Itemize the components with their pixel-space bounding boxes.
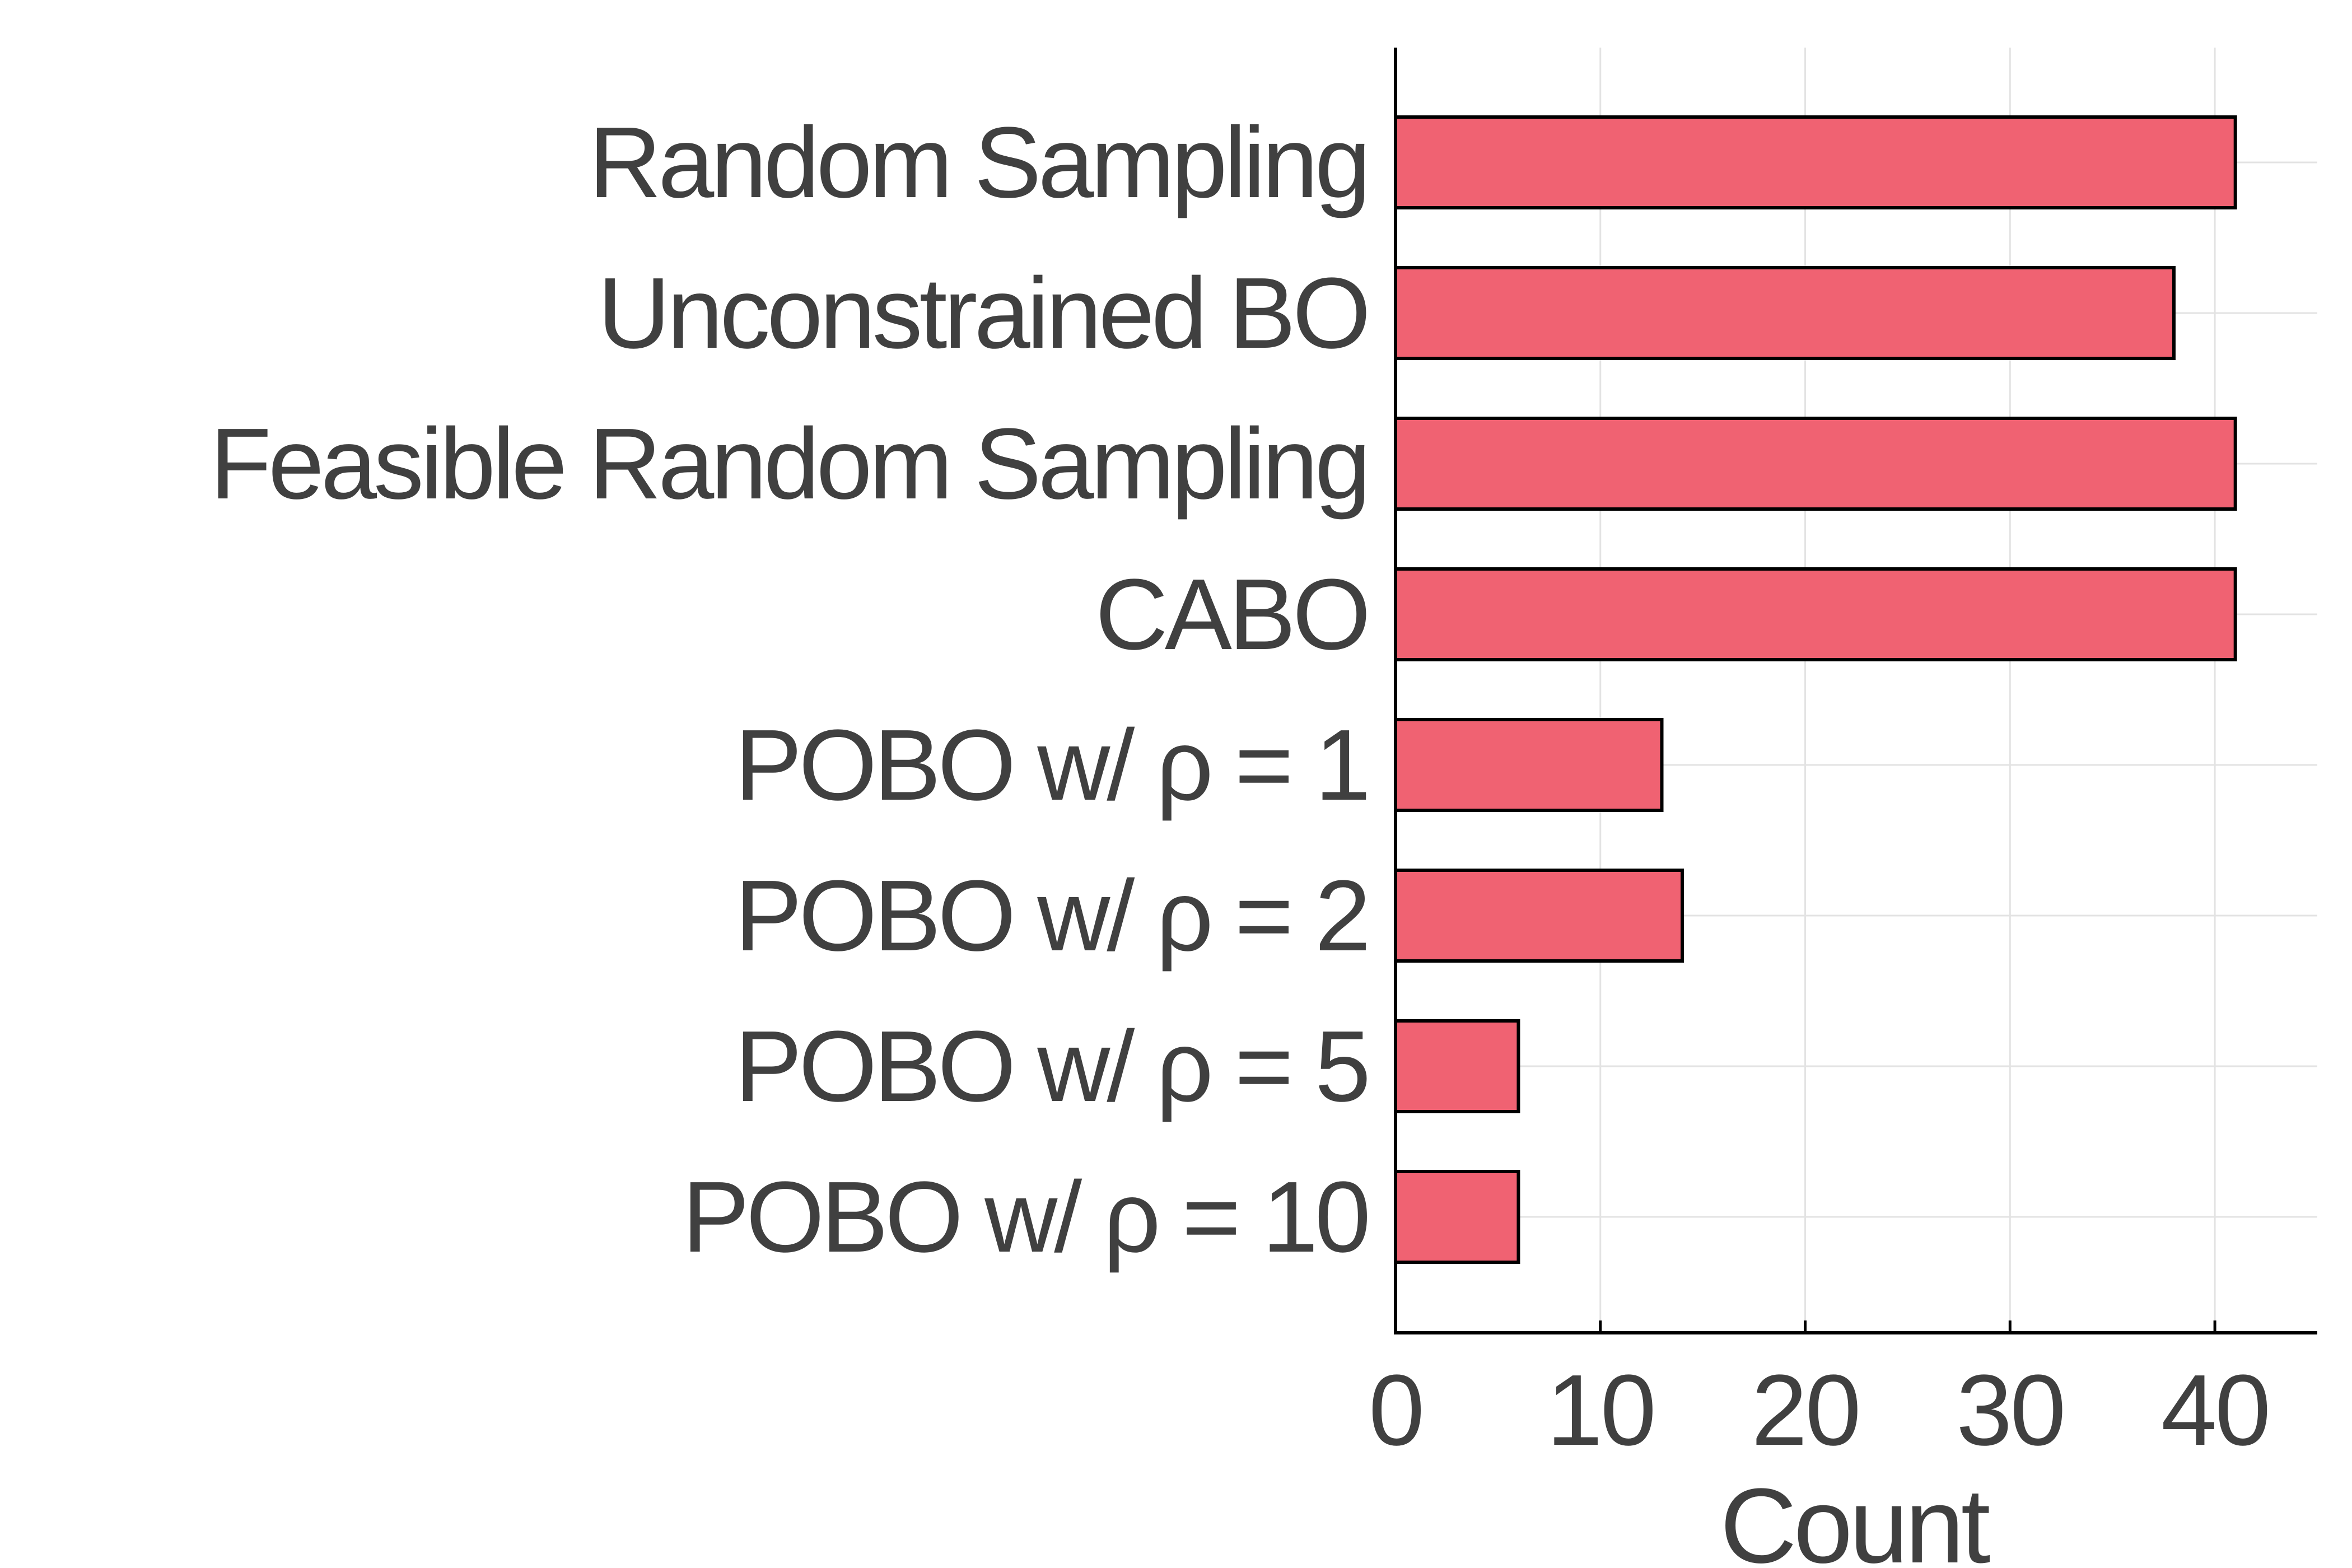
bar-1 [1394,266,2176,360]
category-label-2: Feasible Random Sampling [210,408,1368,520]
bar-4 [1394,718,1664,812]
x-axis-title: Count [1720,1467,1990,1568]
bar-3 [1394,567,2237,661]
x-tick-label-0: 0 [1369,1354,1422,1467]
bar-layer [1394,115,2237,1264]
category-label-6: POBO w/ ρ = 5 [735,1010,1368,1123]
bar-7 [1394,1170,1520,1264]
category-label-1: Unconstrained BO [598,257,1368,370]
bar-2 [1394,417,2237,511]
bar-5 [1394,869,1684,963]
category-label-4: POBO w/ ρ = 1 [735,709,1368,822]
label-layer: 0 10 20 30 40 Random Sampling Unconstrained BO… [210,106,2271,1467]
bar-0 [1394,115,2237,209]
x-tick-label-20: 20 [1751,1354,1859,1467]
axis-layer [1394,48,2317,1334]
bar-6 [1394,1019,1520,1113]
x-tick-label-40: 40 [2161,1354,2269,1467]
x-tick-label-10: 10 [1547,1354,1654,1467]
category-label-0: Random Sampling [589,106,1368,219]
x-tick-label-30: 30 [1956,1354,2064,1467]
category-label-7: POBO w/ ρ = 10 [682,1161,1368,1273]
category-label-3: CABO [1095,558,1368,671]
category-label-5: POBO w/ ρ = 2 [735,860,1368,972]
